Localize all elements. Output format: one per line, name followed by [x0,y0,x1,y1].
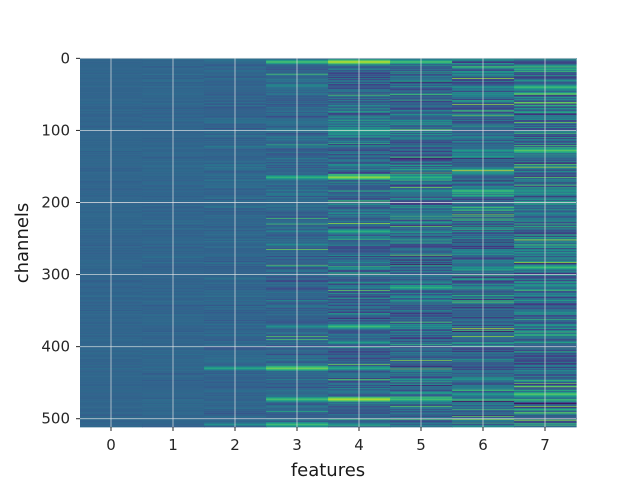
x-tick-label: 5 [416,436,426,454]
heatmap-cells [80,58,577,428]
x-tick-label: 4 [354,436,364,454]
y-axis-label: channels [12,203,33,284]
x-tick-label: 1 [168,436,178,454]
x-tick-label: 0 [106,436,116,454]
x-tick-label: 7 [540,436,550,454]
y-tick-label: 400 [41,338,70,356]
y-tick-label: 500 [41,410,70,428]
axis-ticks: 0 1 2 3 4 5 6 7 0 100 200 300 400 500 [41,49,549,454]
grid-lines [80,57,576,427]
x-tick-label: 2 [230,436,240,454]
y-tick-label: 300 [41,266,70,284]
x-axis-label: features [291,460,365,480]
x-tick-label: 6 [478,436,488,454]
y-tick-label: 0 [60,49,70,67]
y-tick-label: 200 [41,194,70,212]
y-tick-label: 100 [41,121,70,139]
x-tick-label: 3 [292,436,302,454]
